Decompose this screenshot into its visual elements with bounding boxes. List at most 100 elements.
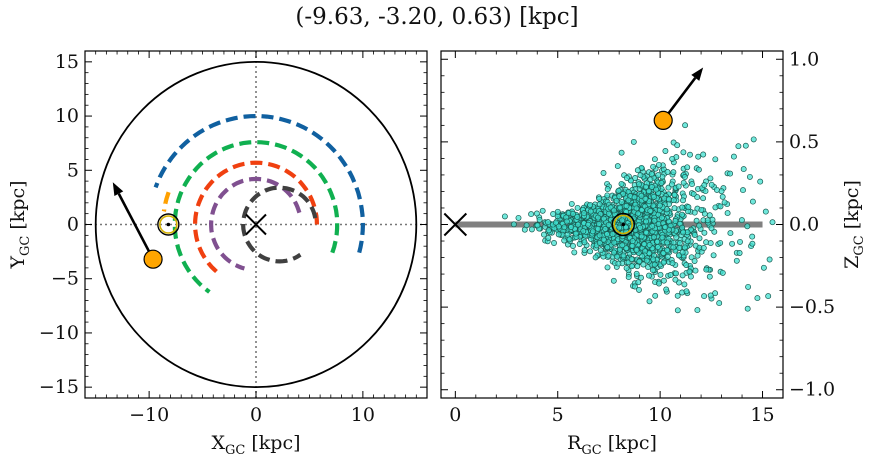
data-point [561,224,568,231]
data-point [610,249,617,256]
data-point [576,241,583,247]
data-point [643,257,650,264]
data-point [706,273,713,280]
data-point [683,288,690,295]
data-point [673,234,680,241]
y-tick-label-r: −0.5 [789,296,835,318]
spiral-arm-2 [192,160,319,277]
data-point [615,187,622,194]
data-point [740,166,747,173]
data-point [654,244,661,250]
right-panel: 0 5 10 15 −1.0 −0.5 0.0 0.5 1.0 RGC [kpc] ZGC [kpc… [440,48,867,458]
data-point [545,227,552,234]
data-point [616,193,623,200]
data-point [700,195,707,202]
data-point [534,222,541,229]
data-point [574,204,581,211]
data-point [717,239,724,246]
data-point [760,264,767,271]
data-point [635,181,642,188]
data-point [581,239,588,246]
data-point [570,243,576,249]
data-point [587,201,594,208]
data-point [602,226,609,232]
spiral-arm-5 [161,191,171,212]
data-point [642,195,649,202]
data-point [664,247,671,254]
data-point [694,252,701,259]
data-point [625,274,632,281]
data-point [545,235,552,241]
data-point [740,187,746,194]
data-point [696,235,703,242]
data-point [727,230,734,237]
data-point [674,142,681,149]
data-point [620,252,627,259]
data-point [710,252,717,259]
data-point [646,272,652,279]
data-point [574,213,581,220]
data-point [610,207,617,214]
data-point [687,273,694,280]
data-point [664,169,671,175]
data-point [635,210,642,217]
data-point [684,238,691,245]
x-tick-label-r: 5 [552,404,564,426]
data-point [640,261,647,268]
galactic-center-marker-r [443,212,468,237]
data-point [675,183,682,190]
data-point [749,240,756,247]
data-point [623,203,630,209]
data-point [604,186,611,193]
data-point [545,219,551,226]
data-point [745,283,752,290]
data-point [604,192,611,199]
data-point [668,181,675,188]
data-point [707,175,714,182]
data-point [693,217,700,224]
data-point [673,270,679,277]
data-point [580,228,587,235]
data-point [605,210,612,217]
data-point [645,188,652,194]
data-point [664,239,671,246]
data-point [733,257,740,264]
data-point [646,298,653,305]
data-point [716,300,723,307]
data-point [648,184,655,190]
data-point [637,224,644,231]
data-point [628,263,635,270]
data-point [587,248,594,255]
data-point [515,214,522,221]
data-point [609,231,616,238]
data-point [672,218,679,224]
data-point [638,274,644,281]
data-point [592,254,599,261]
data-point [600,170,607,176]
data-point [571,249,578,256]
x-axis-label-left: XGC [kpc] [211,432,300,458]
data-point [691,232,698,238]
data-point [618,180,625,187]
data-point [639,253,646,260]
data-point [672,276,679,283]
data-point [647,176,654,183]
data-point [604,264,611,271]
data-point [652,292,659,299]
data-point [555,231,562,238]
data-point [596,201,603,208]
data-point [742,142,749,149]
data-point [655,172,662,179]
data-point [737,238,743,245]
data-point [680,179,687,186]
data-point [679,224,686,231]
data-point [695,153,702,160]
data-point [651,217,658,224]
data-point [691,258,698,264]
data-point [643,229,650,236]
data-point [510,221,517,228]
data-point [750,136,757,143]
star-marker [143,249,163,269]
data-point [629,238,636,245]
